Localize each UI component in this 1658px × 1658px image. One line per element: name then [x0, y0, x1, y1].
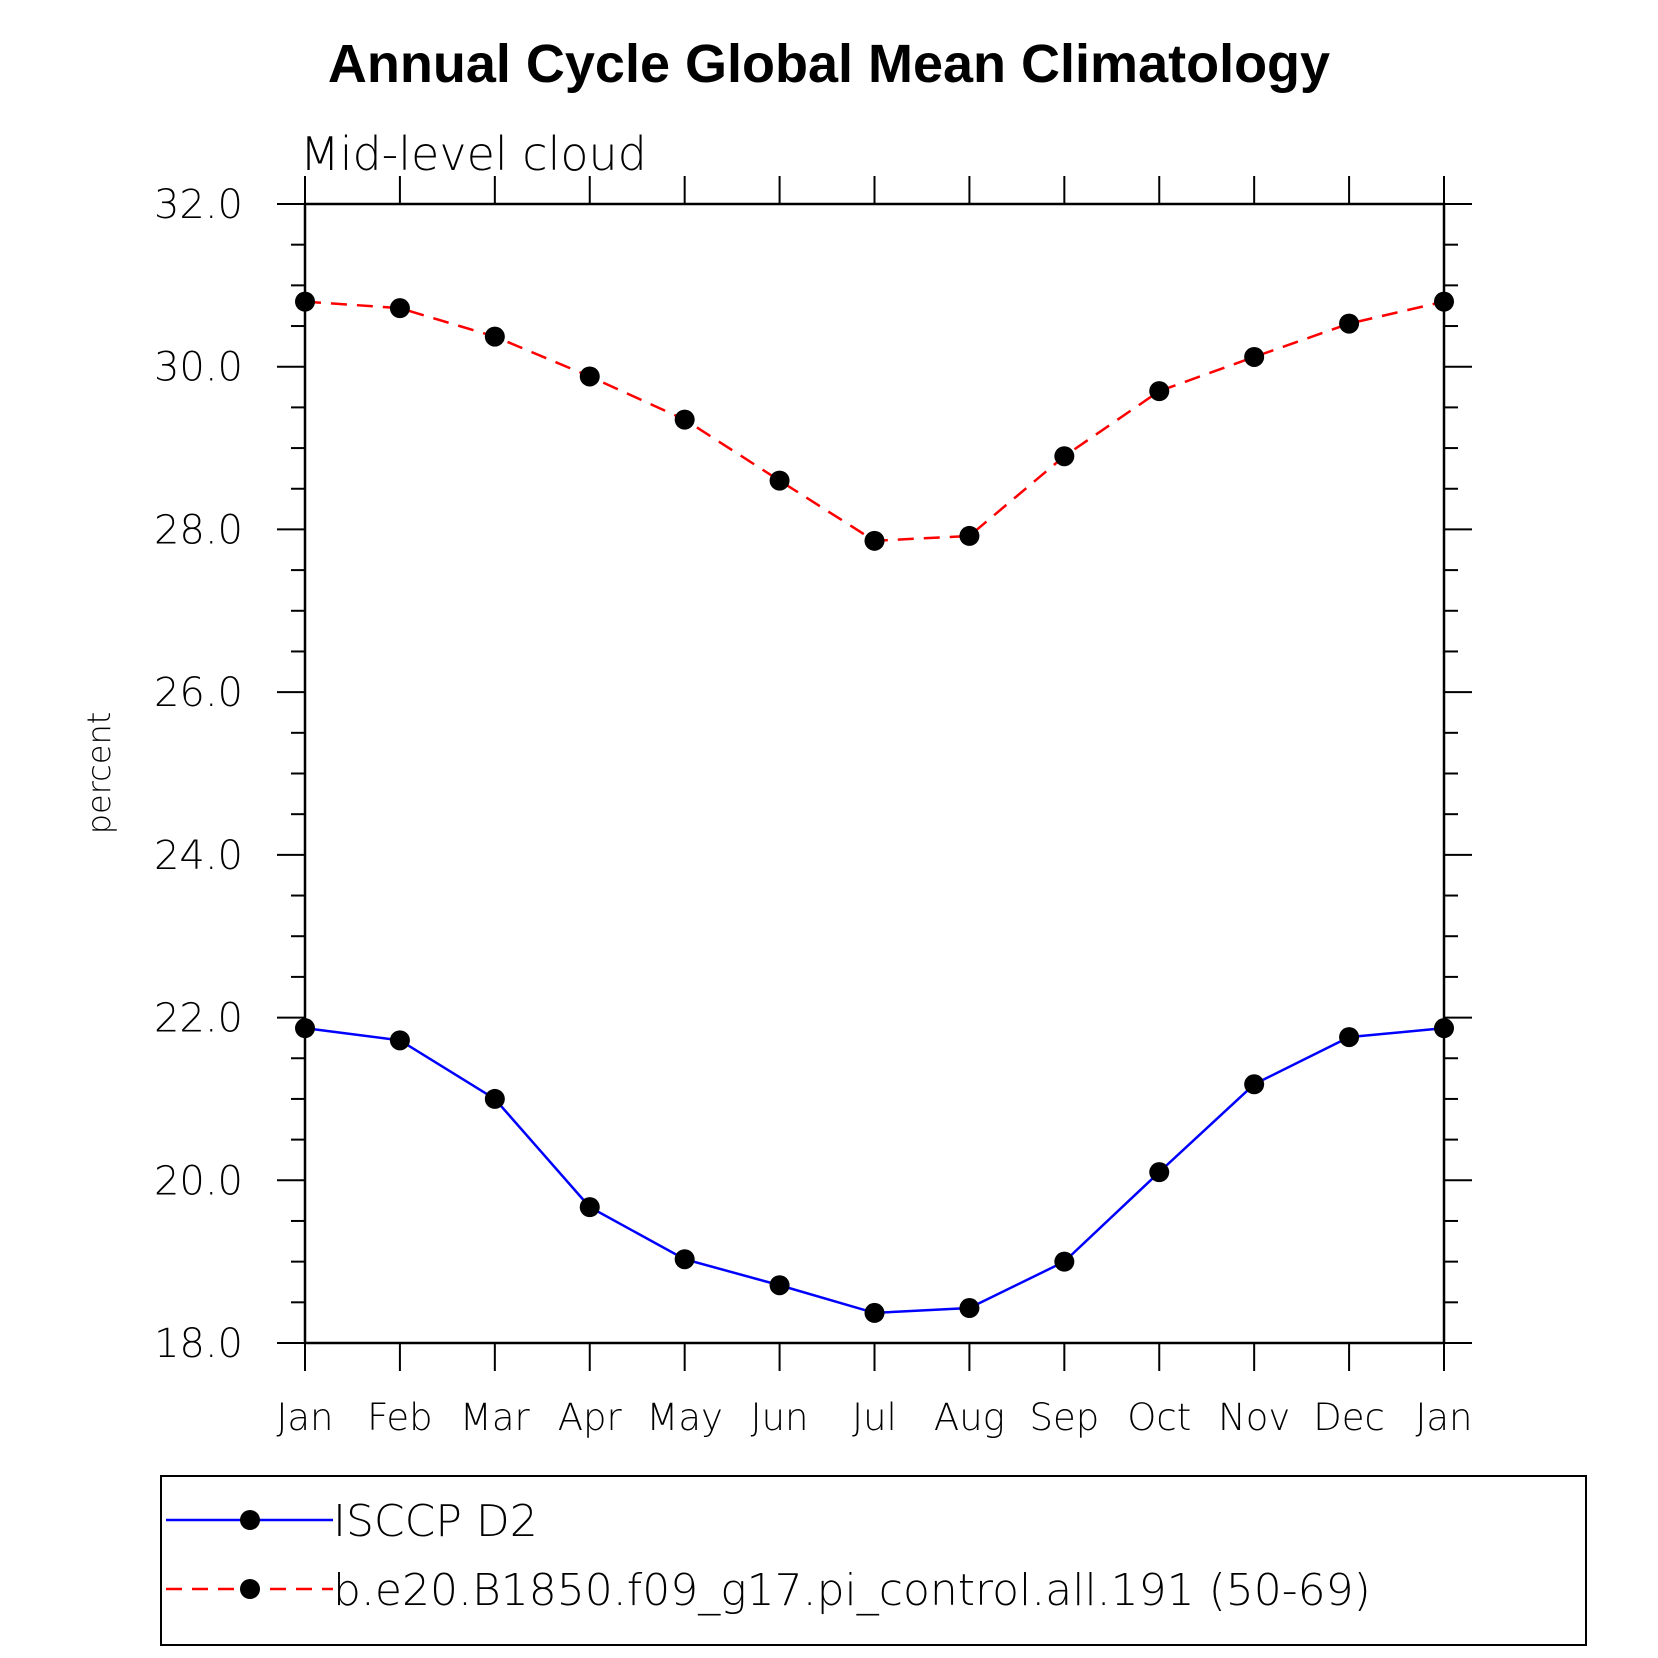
chart-subtitle: Mid-level cloud [300, 127, 647, 181]
legend-marker-model [240, 1579, 260, 1599]
data-point [1149, 381, 1170, 402]
x-tick-label: Jan [276, 1396, 333, 1439]
data-point [769, 470, 790, 491]
data-point [1149, 1162, 1170, 1183]
series-line-0 [304, 1026, 1445, 1315]
data-point [1244, 346, 1265, 367]
legend-box [160, 1475, 1587, 1646]
x-tick-label: Nov [1218, 1396, 1290, 1439]
x-tick-label: Sep [1029, 1396, 1099, 1439]
y-tick-label: 20.0 [154, 1158, 243, 1204]
y-tick-label: 22.0 [154, 996, 243, 1042]
y-axis-ticks: 18.0 20.0 22.0 24.0 26.0 28.0 30.0 32.0 [154, 182, 1472, 1367]
x-axis-ticks: Jan Feb Mar Apr May Jun Jul Aug Sep Oct Nov Dec Jan [276, 176, 1473, 1439]
data-point [579, 1197, 600, 1218]
data-point [959, 525, 980, 546]
series-line-1 [304, 300, 1445, 543]
data-point [1339, 313, 1360, 334]
data-point [484, 1088, 505, 1109]
legend-marker-isccp [240, 1510, 260, 1530]
x-tick-label: Mar [460, 1396, 531, 1439]
data-point [1054, 446, 1075, 467]
y-tick-label: 18.0 [154, 1321, 243, 1367]
data-point [579, 366, 600, 387]
data-point [295, 291, 315, 312]
x-tick-label: Jul [852, 1396, 897, 1439]
data-point [864, 530, 885, 551]
y-tick-label: 30.0 [154, 345, 243, 391]
data-point [1434, 291, 1454, 312]
x-tick-label: Dec [1313, 1396, 1385, 1439]
legend: ISCCP D2 b.e20.B1850.f09_g17.pi_control.… [160, 1475, 1587, 1646]
x-tick-label: Feb [367, 1396, 433, 1439]
y-tick-label: 24.0 [154, 833, 243, 879]
x-tick-label: Jan [1415, 1396, 1472, 1439]
data-point [389, 1030, 410, 1051]
x-tick-label: Oct [1127, 1396, 1191, 1439]
data-point [1339, 1027, 1360, 1048]
x-tick-label: Apr [558, 1396, 623, 1439]
data-point [674, 409, 695, 430]
data-point [1244, 1074, 1265, 1095]
data-point [389, 298, 410, 319]
x-tick-label: May [646, 1396, 723, 1439]
chart-title: Annual Cycle Global Mean Climatology [328, 34, 1330, 94]
x-tick-label: Aug [934, 1396, 1005, 1439]
data-point [295, 1018, 315, 1039]
y-tick-label: 32.0 [154, 182, 243, 228]
data-point [1434, 1018, 1454, 1039]
y-axis-label: percent [80, 712, 118, 835]
data-point [674, 1249, 695, 1270]
legend-label-model: b.e20.B1850.f09_g17.pi_control.all.191 (… [333, 1565, 1371, 1616]
data-point [864, 1302, 885, 1323]
y-tick-label: 28.0 [154, 507, 243, 553]
y-tick-label: 26.0 [154, 670, 243, 716]
x-tick-label: Jun [751, 1396, 809, 1439]
data-point [959, 1298, 980, 1319]
plot-area-frame [303, 202, 1446, 1345]
data-point [769, 1275, 790, 1296]
data-point [484, 326, 505, 347]
data-point [1054, 1251, 1075, 1272]
series-layer [295, 291, 1454, 1323]
legend-label-isccp: ISCCP D2 [333, 1496, 538, 1547]
